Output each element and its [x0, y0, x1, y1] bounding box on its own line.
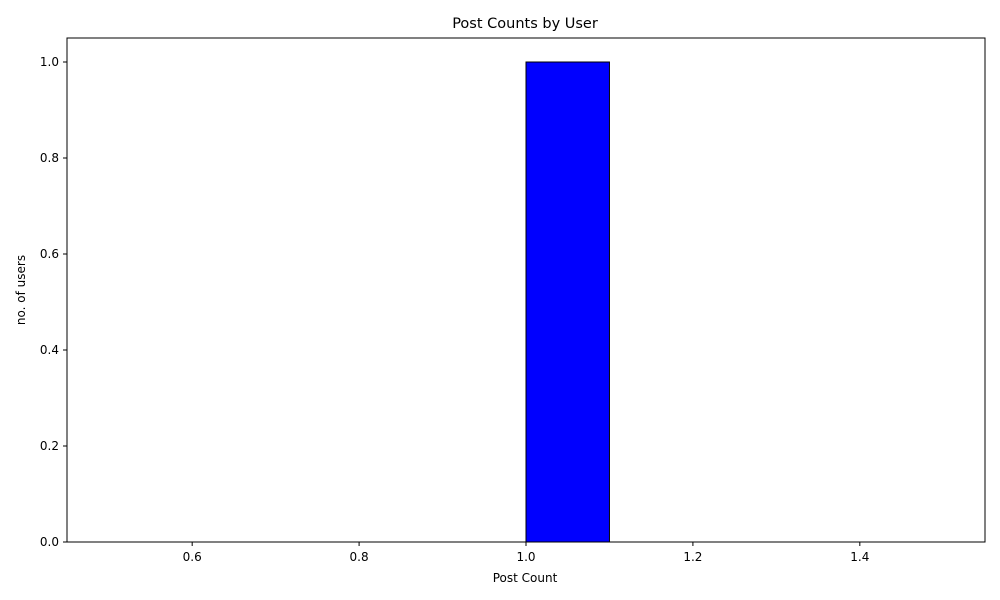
chart-title: Post Counts by User [452, 16, 598, 32]
y-tick-label: 1.0 [40, 55, 59, 69]
y-axis-label: no. of users [14, 255, 28, 325]
axes-spines [66, 37, 986, 543]
y-tick-label: 0.2 [40, 439, 59, 453]
x-tick-label: 1.0 [516, 550, 535, 564]
x-tick-label: 0.6 [183, 550, 202, 564]
histogram-bar [525, 61, 610, 543]
y-tick-label: 0.8 [40, 151, 59, 165]
axes-frame [66, 37, 986, 543]
y-tick-label: 0.4 [40, 343, 59, 357]
x-axis: 0.6 0.8 1.0 1.2 1.4 [183, 542, 869, 564]
x-tick-label: 0.8 [350, 550, 369, 564]
y-tick-label: 0.0 [40, 535, 59, 549]
x-tick-label: 1.2 [683, 550, 702, 564]
y-tick-label: 0.6 [40, 247, 59, 261]
y-axis: 0.0 0.2 0.4 0.6 0.8 1.0 [40, 55, 67, 549]
x-axis-label: Post Count [493, 571, 558, 585]
histogram-bars [525, 61, 610, 543]
x-tick-label: 1.4 [850, 550, 869, 564]
